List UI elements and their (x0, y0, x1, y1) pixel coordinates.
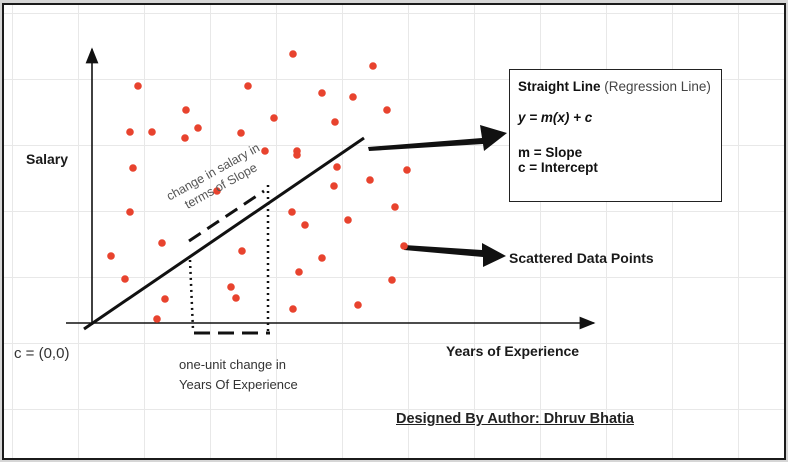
scatter-point (182, 106, 190, 114)
legend-title-sub: (Regression Line) (604, 79, 711, 94)
scatter-arrow (404, 243, 506, 267)
scatter-point (161, 295, 169, 303)
scatter-point (126, 128, 134, 136)
x-axis-label: Years of Experience (446, 343, 580, 359)
legend-arrow (368, 125, 507, 151)
scatter-point (121, 275, 129, 283)
y-axis-label: Salary (26, 151, 69, 167)
regression-legend-box: Straight Line (Regression Line) y = m(x)… (509, 69, 722, 202)
scatter-point (383, 106, 391, 114)
scatter-point (400, 242, 408, 250)
legend-equation: y = m(x) + c (518, 110, 593, 125)
regression-line (83, 136, 365, 331)
legend-title: Straight Line (518, 79, 601, 94)
scatter-points-label: Scattered Data Points (509, 250, 654, 266)
scatter-point (148, 128, 156, 136)
legend-intercept-def: c = Intercept (518, 160, 598, 175)
author-credit: Designed By Author: Dhruv Bhatia (396, 411, 634, 427)
scatter-point (293, 151, 301, 159)
scatter-point (354, 301, 362, 309)
scatter-point (126, 208, 134, 216)
scatter-point (270, 114, 278, 122)
scatter-point (333, 163, 341, 171)
scatter-point (194, 124, 202, 132)
scatter-point (366, 176, 374, 184)
scatter-point (107, 252, 115, 260)
scatter-point (158, 239, 166, 247)
scatter-point (330, 182, 338, 190)
scatter-point (391, 203, 399, 211)
scatter-point (369, 62, 377, 70)
scatter-point (232, 294, 240, 302)
scatter-point (289, 305, 297, 313)
legend-slope-def: m = Slope (518, 145, 583, 160)
scatter-point (295, 268, 303, 276)
scatter-point (288, 208, 296, 216)
scatter-point (213, 187, 221, 195)
scatter-point (289, 50, 297, 58)
scatter-point (344, 216, 352, 224)
scatter-point (318, 254, 326, 262)
scatter-point (244, 82, 252, 90)
scatter-point (237, 129, 245, 137)
regression-diagram (66, 47, 596, 335)
unit-dotted-left (188, 259, 195, 331)
origin-label: c = (0,0) (14, 345, 70, 362)
scatter-point (153, 315, 161, 323)
scatter-point (129, 164, 137, 172)
scatter-point (227, 283, 235, 291)
scatter-points (107, 50, 411, 323)
unit-change-label: one-unit change in Years Of Experience (179, 357, 298, 392)
scatter-point (134, 82, 142, 90)
scatter-point (318, 89, 326, 97)
scatter-point (238, 247, 246, 255)
rise-dashed-line (188, 189, 265, 243)
scatter-point (301, 221, 309, 229)
scatter-point (331, 118, 339, 126)
scatter-point (181, 134, 189, 142)
diagram-frame: Salary c = (0,0) Years of Experience one… (2, 3, 786, 460)
scatter-point (388, 276, 396, 284)
scatter-point (261, 147, 269, 155)
scatter-point (349, 93, 357, 101)
scatter-point (403, 166, 411, 174)
